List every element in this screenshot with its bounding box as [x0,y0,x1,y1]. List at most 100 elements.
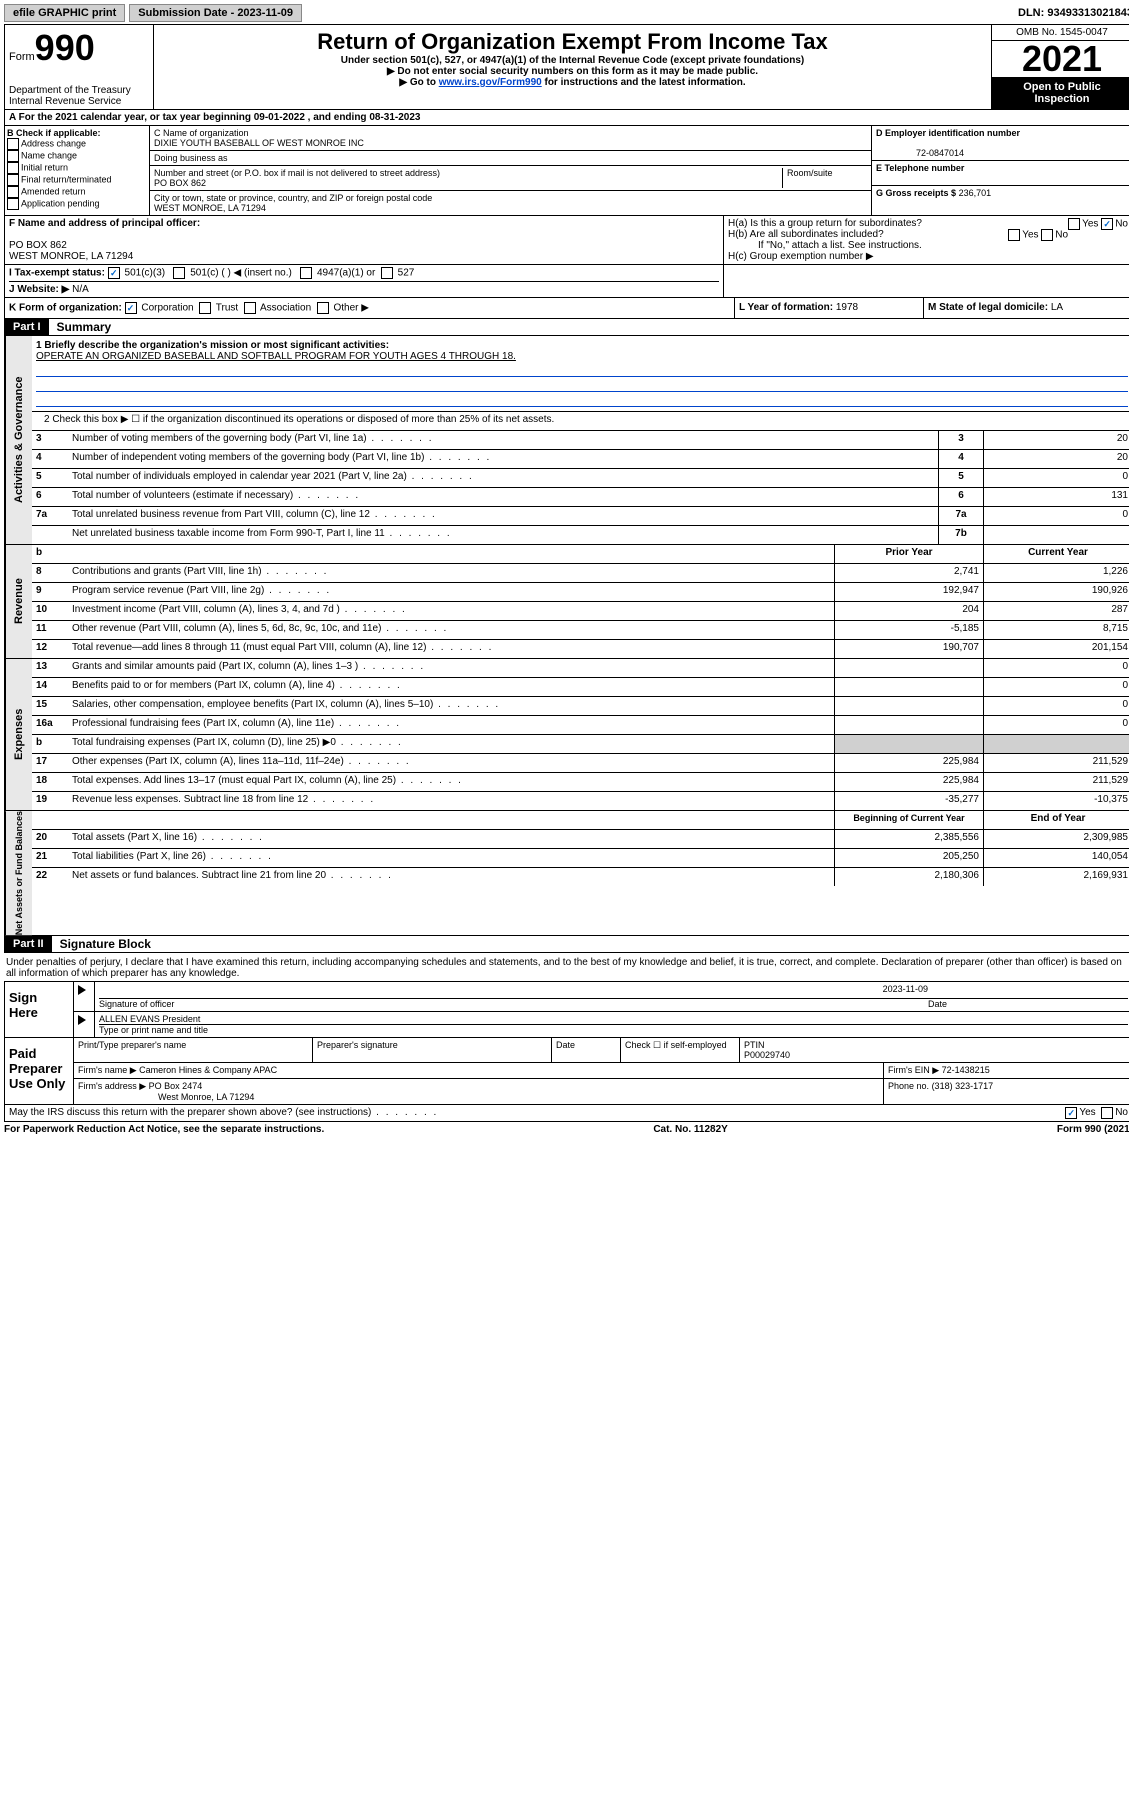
k-assoc-check[interactable] [244,302,256,314]
check-final[interactable] [7,174,19,186]
i-527-check[interactable] [381,267,393,279]
sections-ij: I Tax-exempt status: 501(c)(3) 501(c) ( … [4,265,1129,298]
k-trust-check[interactable] [199,302,211,314]
form990-link[interactable]: www.irs.gov/Form990 [439,77,542,88]
arrow-icon-2 [78,1015,86,1025]
row-current: 0 [983,697,1129,715]
check-pending[interactable] [7,198,19,210]
check-address[interactable] [7,138,19,150]
l-label: L Year of formation: [739,302,833,313]
opt-name: Name change [21,150,77,160]
part1-title: Summary [49,320,112,334]
mayirs-yes-check[interactable] [1065,1107,1077,1119]
form-title: Return of Organization Exempt From Incom… [158,29,987,55]
hb-yes-check[interactable] [1008,229,1020,241]
row-num: 13 [32,659,68,677]
sections-deg: D Employer identification number 72-0847… [871,126,1129,215]
tax-year: 2021 [992,41,1129,77]
rev-row: 12 Total revenue—add lines 8 through 11 … [32,640,1129,658]
row-current: 287 [983,602,1129,620]
row-prior [834,659,983,677]
org-name: DIXIE YOUTH BASEBALL OF WEST MONROE INC [154,138,364,148]
netassets-block: Net Assets or Fund Balances Beginning of… [4,811,1129,936]
sig-date: 2023-11-09 [99,984,1128,998]
exp-row: 14 Benefits paid to or for members (Part… [32,678,1129,697]
side-expenses: Expenses [5,659,32,810]
hb-yes: Yes [1022,230,1038,241]
hb-no-check[interactable] [1041,229,1053,241]
row-desc: Program service revenue (Part VIII, line… [68,583,834,601]
j-value: N/A [72,284,89,295]
check-name[interactable] [7,150,19,162]
row-num: 19 [32,792,68,810]
i-label: I Tax-exempt status: [9,268,105,279]
efile-button[interactable]: efile GRAPHIC print [4,4,125,22]
ha-label: H(a) Is this a group return for subordin… [728,218,922,229]
section-a: A For the 2021 calendar year, or tax yea… [4,110,1129,126]
row-val: 20 [983,450,1129,468]
row-num: 17 [32,754,68,772]
check-initial[interactable] [7,162,19,174]
i-4947-check[interactable] [300,267,312,279]
row-prior: -5,185 [834,621,983,639]
row-desc: Number of voting members of the governin… [68,431,938,449]
sign-here-block: Sign Here 2023-11-09 Signature of office… [4,981,1129,1038]
row-desc: Contributions and grants (Part VIII, lin… [68,564,834,582]
i-501c-check[interactable] [173,267,185,279]
row-current: 201,154 [983,640,1129,658]
row-desc: Total number of volunteers (estimate if … [68,488,938,506]
row-prior: -35,277 [834,792,983,810]
row-box: 7a [938,507,983,525]
gov-row: 4 Number of independent voting members o… [32,450,1129,469]
prep-date-label: Date [552,1038,621,1062]
expenses-block: Expenses 13 Grants and similar amounts p… [4,659,1129,811]
exp-row: 18 Total expenses. Add lines 13–17 (must… [32,773,1129,792]
check-amended[interactable] [7,186,19,198]
row-val: 0 [983,507,1129,525]
gov-row: 5 Total number of individuals employed i… [32,469,1129,488]
row-end: 140,054 [983,849,1129,867]
mayirs-yes: Yes [1079,1107,1095,1119]
footer-mid: Cat. No. 11282Y [653,1124,727,1135]
k-corp-check[interactable] [125,302,137,314]
c-name-label: C Name of organization [154,128,249,138]
top-bar: efile GRAPHIC print Submission Date - 20… [4,4,1129,22]
dba-label: Doing business as [154,153,228,163]
rev-b: b [32,545,68,563]
row-val: 0 [983,469,1129,487]
mission-text: OPERATE AN ORGANIZED BASEBALL AND SOFTBA… [36,351,516,362]
ptin-value: P00029740 [744,1050,790,1060]
subtitle-1: Under section 501(c), 527, or 4947(a)(1)… [158,55,987,66]
paid-preparer-block: Paid Preparer Use Only Print/Type prepar… [4,1038,1129,1105]
row-box: 7b [938,526,983,544]
part1-label: Part I [5,319,49,335]
part2-title: Signature Block [52,937,151,951]
dept-label: Department of the Treasury [9,85,131,96]
hb-label: H(b) Are all subordinates included? [728,229,884,240]
submission-date: Submission Date - 2023-11-09 [129,4,302,22]
ha-no-check[interactable] [1101,218,1113,230]
k-other-check[interactable] [317,302,329,314]
na-spacer [68,811,834,829]
hb-note: If "No," attach a list. See instructions… [728,240,1128,251]
may-irs-row: May the IRS discuss this return with the… [4,1105,1129,1122]
dln: DLN: 93493313021843 [1018,7,1129,19]
row-desc: Total fundraising expenses (Part IX, col… [68,735,834,753]
rev-row: 11 Other revenue (Part VIII, column (A),… [32,621,1129,640]
row-begin: 205,250 [834,849,983,867]
prep-name-label: Print/Type preparer's name [74,1038,313,1062]
gross-value: 236,701 [959,188,992,198]
ha-yes-check[interactable] [1068,218,1080,230]
row-desc: Net unrelated business taxable income fr… [68,526,938,544]
row-desc: Revenue less expenses. Subtract line 18 … [68,792,834,810]
mayirs-no-check[interactable] [1101,1107,1113,1119]
row-current: 8,715 [983,621,1129,639]
i-501c3-check[interactable] [108,267,120,279]
row-prior: 2,741 [834,564,983,582]
row-box: 4 [938,450,983,468]
may-irs-label: May the IRS discuss this return with the… [9,1107,1065,1119]
sig-officer-label: Signature of officer [99,999,928,1009]
row-num: 8 [32,564,68,582]
row-current: 1,226 [983,564,1129,582]
row-num: 11 [32,621,68,639]
